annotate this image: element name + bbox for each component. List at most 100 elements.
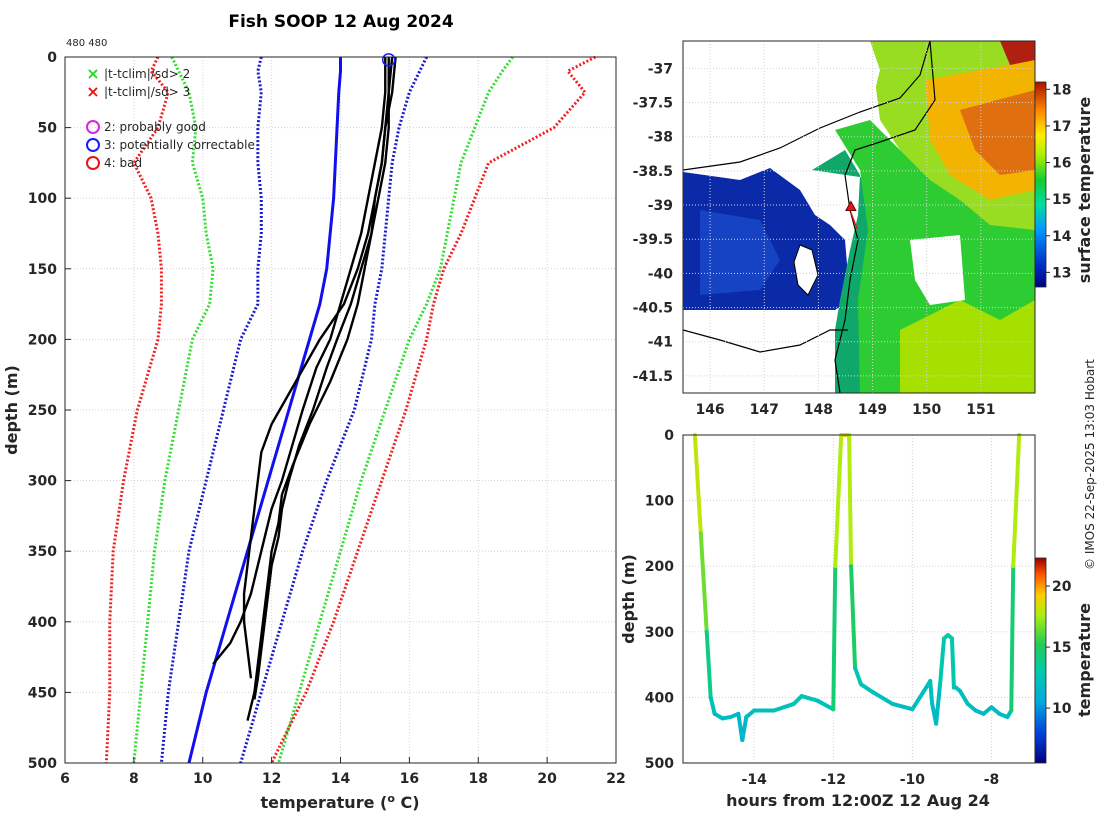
cast-line (242, 57, 390, 679)
dt-x-tick-label: -8 (984, 772, 1000, 788)
map-x-tick-label: 146 (695, 402, 724, 418)
map-coastline-east (834, 41, 936, 393)
track-segment (957, 688, 970, 706)
cast-line (253, 56, 394, 700)
y-tick-label: 500 (28, 756, 57, 772)
figure-title: Fish SOOP 12 Aug 2024 (228, 12, 454, 32)
x-tick-label: 22 (606, 771, 625, 787)
map-field (683, 41, 1035, 393)
track-segment (692, 433, 703, 536)
y-tick-label: 350 (28, 544, 57, 560)
x-tick-label: 12 (262, 771, 281, 787)
sst-colorbar-tick-label: 13 (1052, 265, 1071, 281)
map-y-tick-label: -38.5 (633, 164, 673, 180)
dt-y-tick-label: 0 (664, 428, 674, 444)
track-segment (847, 433, 854, 569)
sst-warmcore (960, 90, 1035, 175)
track-segment (890, 701, 915, 712)
depth-time-chart: -14 -12 -10 -8 0 100 200 300 400 500 hours from 1… (619, 428, 1094, 810)
map-land-tas (683, 328, 845, 393)
sst-colorbar-tick-label: 18 (1052, 82, 1071, 98)
x-tick-label: 6 (60, 771, 70, 787)
dt-x-tick-label: -14 (742, 772, 768, 788)
flag-circle-marker (381, 53, 396, 67)
sst-map: 146 147 148 149 150 151 -37 -37.5 -38 -38.5 -39 -39… (633, 40, 1094, 418)
track-segment (831, 564, 838, 712)
temperature-colorbar-tick-label: 15 (1052, 640, 1071, 656)
sst-colorbar (1034, 81, 1047, 288)
x-tick-label: 18 (469, 771, 488, 787)
sst-colorbar-ticks: 13 14 15 16 17 18 (1046, 82, 1072, 281)
map-y-tick-label: -39.5 (633, 232, 673, 248)
map-island (793, 244, 819, 296)
cast-location-marker (845, 200, 857, 211)
track-segment (708, 695, 717, 716)
legend-circle-marker (86, 156, 100, 170)
sst-colorbar-tick-label: 16 (1052, 156, 1071, 172)
profile-ylabel: depth (m) (2, 365, 21, 455)
temperature-colorbar-tick-label: 20 (1052, 579, 1072, 595)
profile-lines (104, 55, 597, 764)
track-segment (771, 701, 796, 713)
temperature-colorbar-ticks: 10 15 20 (1046, 579, 1072, 717)
map-land-mainland (683, 41, 880, 170)
map-coastline-tas (683, 329, 848, 353)
dt-x-tick-label: -10 (900, 772, 926, 788)
legend-circle-marker (86, 120, 100, 134)
ship-track (850, 212, 858, 229)
clim-mean-line (187, 57, 342, 764)
y-tick-label: 100 (28, 191, 57, 207)
legend-x-marker: × (86, 64, 99, 83)
depth-time-xlabel: hours from 12:00Z 12 Aug 24 (726, 791, 990, 810)
y-tick-label: 50 (38, 121, 58, 137)
sst-colorbar-tick-label: 15 (1052, 192, 1071, 208)
sst-hot (1000, 41, 1035, 65)
clim-line (270, 55, 597, 764)
cast-line (212, 57, 387, 665)
track-segment (1011, 433, 1022, 569)
x-tick-label: 20 (537, 771, 557, 787)
map-cloud-patch (910, 235, 965, 305)
dt-y-tick-label: 500 (645, 756, 674, 772)
y-tick-label: 0 (47, 50, 57, 66)
profile-ticks: 6 8 10 12 14 16 18 20 22 0 50 100 150 200 250 300 350 400… (28, 50, 626, 787)
legend-label: |t-tclim|/sd> 3 (104, 85, 190, 99)
track-segment (849, 564, 858, 670)
legend-x-marker: × (86, 82, 99, 101)
map-y-tick-label: -38 (648, 130, 673, 146)
y-tick-label: 400 (28, 615, 57, 631)
profile-chart: × |t-tclim|/sd> 2 × |t-tclim|/sd> 3 2: proba… (2, 50, 626, 812)
track-segment (698, 531, 709, 634)
dt-y-tick-label: 100 (645, 494, 674, 510)
credit: © IMOS 22-Sep-2025 13:03 Hobart (1083, 359, 1097, 570)
track-segment (815, 698, 836, 712)
map-coastline-vic (683, 41, 931, 171)
map-x-tick-label: 150 (912, 402, 941, 418)
map-y-tick-label: -41.5 (633, 369, 673, 385)
legend-label: 3: potentially correctable (104, 138, 255, 152)
y-tick-label: 200 (28, 332, 57, 348)
profile-xlabel: temperature (o C) (260, 792, 419, 812)
depth-time-ylabel: depth (m) (619, 554, 638, 644)
track-segment (858, 682, 875, 695)
map-y-tick-label: -37 (648, 61, 673, 77)
track-segment (704, 629, 713, 700)
track-segment (833, 433, 844, 569)
map-y-tick-label: -41 (648, 335, 673, 351)
sst-colorbar-label: surface temperature (1075, 97, 1094, 284)
dt-y-tick-label: 400 (645, 690, 674, 706)
clim-line (277, 56, 514, 764)
track-segment (934, 682, 943, 726)
clim-line (159, 56, 263, 764)
sst-yellowgreen (900, 300, 1035, 393)
sst-colorbar-tick-label: 17 (1052, 119, 1071, 135)
legend-label: |t-tclim|/sd> 2 (104, 67, 190, 81)
clim-line (239, 56, 428, 764)
depth-time-ticks: -14 -12 -10 -8 0 100 200 300 400 500 (645, 428, 1000, 788)
track-segment (1009, 564, 1016, 713)
x-tick-label: 10 (193, 771, 213, 787)
y-tick-label: 150 (28, 262, 57, 278)
map-y-tick-label: -40 (648, 266, 674, 282)
map-x-tick-label: 149 (858, 402, 887, 418)
map-y-tick-label: -40.5 (633, 301, 673, 317)
